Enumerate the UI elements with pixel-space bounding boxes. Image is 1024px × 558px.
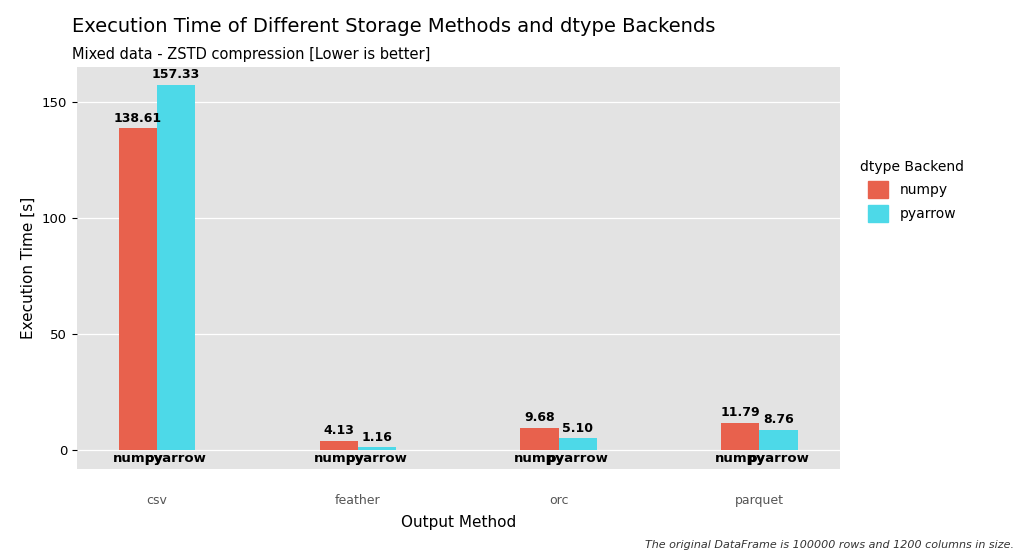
Text: numpy: numpy: [113, 452, 164, 465]
Text: Mixed data - ZSTD compression [Lower is better]: Mixed data - ZSTD compression [Lower is …: [72, 47, 430, 62]
X-axis label: Output Method: Output Method: [400, 515, 516, 530]
Text: 5.10: 5.10: [562, 422, 593, 435]
Text: 4.13: 4.13: [324, 424, 354, 437]
Bar: [520, 427, 559, 450]
Bar: [157, 85, 196, 450]
Bar: [721, 423, 760, 450]
Bar: [559, 438, 597, 450]
Legend: numpy, pyarrow: numpy, pyarrow: [854, 154, 970, 227]
Text: pyarrow: pyarrow: [748, 452, 809, 465]
Text: pyarrow: pyarrow: [547, 452, 608, 465]
Text: Execution Time of Different Storage Methods and dtype Backends: Execution Time of Different Storage Meth…: [72, 17, 715, 36]
Text: pyarrow: pyarrow: [346, 452, 408, 465]
Bar: [357, 448, 396, 450]
Text: 1.16: 1.16: [361, 431, 392, 444]
Text: numpy: numpy: [514, 452, 565, 465]
Text: pyarrow: pyarrow: [145, 452, 207, 465]
Text: 138.61: 138.61: [114, 112, 162, 125]
Bar: [319, 441, 357, 450]
Bar: [760, 430, 798, 450]
Text: 9.68: 9.68: [524, 411, 555, 424]
Text: numpy: numpy: [313, 452, 365, 465]
Text: The original DataFrame is 100000 rows and 1200 columns in size.: The original DataFrame is 100000 rows an…: [645, 540, 1014, 550]
Y-axis label: Execution Time [s]: Execution Time [s]: [22, 197, 36, 339]
Text: 8.76: 8.76: [763, 413, 794, 426]
Text: numpy: numpy: [715, 452, 766, 465]
Text: 157.33: 157.33: [152, 68, 201, 81]
Text: 11.79: 11.79: [721, 406, 760, 419]
Bar: [119, 128, 157, 450]
